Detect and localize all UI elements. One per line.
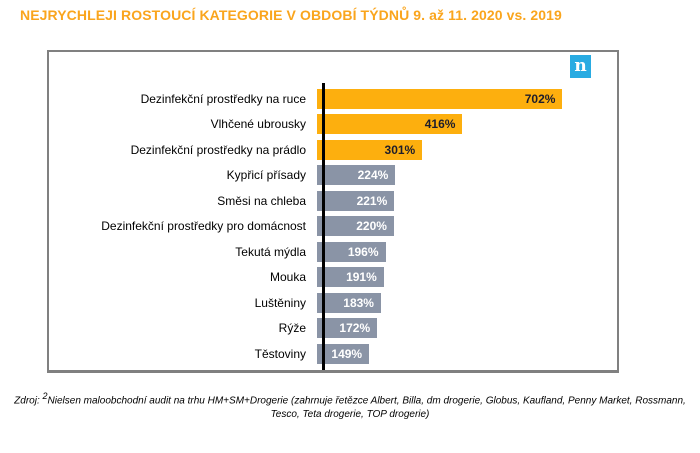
bar-track: 224% xyxy=(317,165,617,186)
page-title: NEJRYCHLEJI ROSTOUCÍ KATEGORIE V OBDOBÍ … xyxy=(20,7,562,23)
bar-default: 220% xyxy=(317,216,394,237)
category-label: Dezinfekční prostředky na prádlo xyxy=(130,142,306,157)
category-label: Směsi na chleba xyxy=(217,193,306,208)
bar-track: 149% xyxy=(317,343,617,364)
bar-chart: Dezinfekční prostředky na ruce 702% Vlhčen… xyxy=(49,83,617,370)
bar-default: 221% xyxy=(317,190,395,211)
chart-row: Rýže 172% xyxy=(49,316,617,342)
source-text: Nielsen maloobchodní audit na trhu HM+SM… xyxy=(47,395,686,421)
bar-default: 191% xyxy=(317,267,384,288)
bar-track: 183% xyxy=(317,292,617,313)
chart-row: Tekutá mýdla 196% xyxy=(49,239,617,265)
category-label: Mouka xyxy=(269,270,306,285)
value-label: 191% xyxy=(346,270,377,285)
value-label: 224% xyxy=(357,168,389,183)
chart-panel: n Dezinfekční prostředky na ruce 702% Vlhč… xyxy=(47,50,619,373)
chart-row: Vlhčené ubrousky 416% xyxy=(49,112,617,138)
chart-row: Luštěniny 183% xyxy=(49,290,617,316)
bar-track: 702% xyxy=(317,88,617,109)
value-label: 196% xyxy=(347,244,379,259)
category-label: Kypřicí přísady xyxy=(226,168,306,183)
value-label: 172% xyxy=(339,321,371,336)
category-label: Rýže xyxy=(278,321,306,336)
value-label: 183% xyxy=(343,295,374,310)
bar-default: 196% xyxy=(317,241,386,262)
source-note: Zdroj: 2Nielsen maloobchodní audit na tr… xyxy=(5,390,695,422)
value-label: 301% xyxy=(384,142,416,157)
bar-highlighted: 702% xyxy=(317,88,563,109)
y-axis-line xyxy=(322,83,325,370)
value-label: 220% xyxy=(356,219,387,234)
value-label: 702% xyxy=(524,91,556,106)
nielsen-logo-icon: n xyxy=(570,55,591,78)
bar-default: 149% xyxy=(317,343,370,364)
bar-track: 172% xyxy=(317,318,617,339)
bar-highlighted: 416% xyxy=(317,114,463,135)
value-label: 416% xyxy=(424,117,456,132)
chart-row: Dezinfekční prostředky na ruce 702% xyxy=(49,86,617,112)
chart-row: Směsi na chleba 221% xyxy=(49,188,617,214)
footnote-marker-icon: 2 xyxy=(42,391,48,401)
bar-track: 416% xyxy=(317,114,617,135)
bar-track: 221% xyxy=(317,190,617,211)
chart-row: Dezinfekční prostředky pro domácnost 220% xyxy=(49,214,617,240)
category-label: Těstoviny xyxy=(254,346,306,361)
value-label: 221% xyxy=(356,193,388,208)
source-label: Zdroj: xyxy=(14,395,40,407)
value-label: 149% xyxy=(331,346,363,361)
category-label: Luštěniny xyxy=(254,295,306,310)
category-label: Tekutá mýdla xyxy=(235,244,306,259)
category-label: Vlhčené ubrousky xyxy=(210,117,306,132)
bar-track: 191% xyxy=(317,267,617,288)
chart-row: Těstoviny 149% xyxy=(49,341,617,367)
category-label: Dezinfekční prostředky na ruce xyxy=(140,91,306,106)
bar-track: 220% xyxy=(317,216,617,237)
category-label: Dezinfekční prostředky pro domácnost xyxy=(101,219,306,234)
chart-row: Kypřicí přísady 224% xyxy=(49,163,617,189)
bar-default: 224% xyxy=(317,165,396,186)
bar-track: 301% xyxy=(317,139,617,160)
bar-default: 172% xyxy=(317,318,378,339)
bar-default: 183% xyxy=(317,292,381,313)
bar-track: 196% xyxy=(317,241,617,262)
bar-highlighted: 301% xyxy=(317,139,423,160)
chart-row: Dezinfekční prostředky na prádlo 301% xyxy=(49,137,617,163)
chart-row: Mouka 191% xyxy=(49,265,617,291)
